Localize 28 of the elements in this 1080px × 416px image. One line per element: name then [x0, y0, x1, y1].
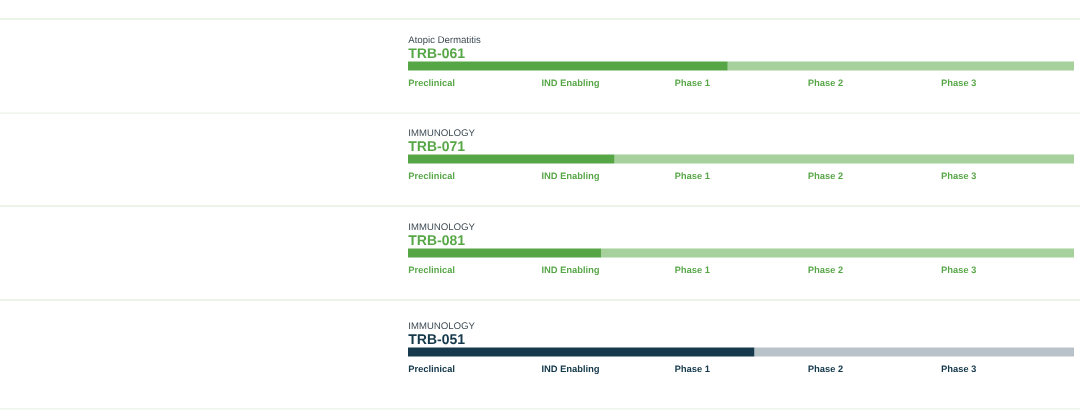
text: Preclinical [408, 266, 455, 274]
chart-subtitle: IMMUNOLOGY [409, 129, 475, 137]
text: Phase 1 [675, 365, 710, 373]
text: Phase 3 [941, 266, 976, 274]
text: Phase 2 [808, 365, 843, 373]
text: Phase 2 [808, 266, 843, 274]
text: Phase 1 [675, 266, 710, 274]
chart-title: TRB-081 [408, 235, 465, 246]
text: IND Enabling [542, 266, 599, 276]
text: IND Enabling [542, 172, 599, 182]
text: Preclinical [408, 79, 455, 87]
text: Phase 2 [808, 172, 843, 180]
chart-title: TRB-051 [408, 334, 465, 345]
text: IND Enabling [542, 365, 599, 375]
chart-subtitle: IMMUNOLOGY [409, 322, 475, 330]
text: Phase 1 [675, 79, 710, 87]
text: IND Enabling [542, 79, 599, 89]
chart-subtitle: Atopic Dermatitis [408, 36, 481, 45]
text: Phase 3 [941, 79, 976, 87]
text: Phase 2 [808, 79, 843, 87]
text: Preclinical [408, 365, 455, 373]
text: Phase 3 [941, 365, 976, 373]
text: Preclinical [408, 172, 455, 180]
chart-title: TRB-071 [408, 141, 465, 152]
chart-title: TRB-061 [408, 48, 465, 59]
text: Phase 1 [675, 172, 710, 180]
chart-subtitle: IMMUNOLOGY [409, 223, 475, 231]
text: Phase 3 [941, 172, 976, 180]
